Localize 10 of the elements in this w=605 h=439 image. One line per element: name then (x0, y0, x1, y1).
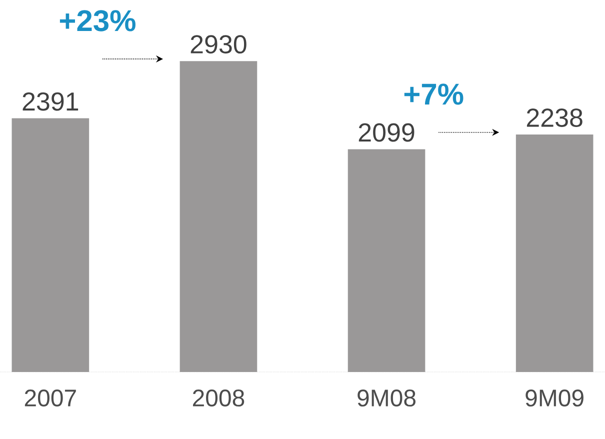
x-tick-label: 2007 (24, 390, 76, 407)
data-label: 2099 (358, 123, 414, 142)
data-label: 2930 (190, 35, 246, 54)
x-tick-label: 9M08 (358, 390, 416, 407)
x-tick-label: 2008 (192, 390, 244, 407)
data-label: 2238 (526, 108, 582, 127)
x-tick-label: 9M09 (526, 390, 584, 407)
data-label: 2391 (22, 92, 78, 111)
annotation: +7% (404, 84, 464, 105)
text: +23% (60, 10, 136, 32)
